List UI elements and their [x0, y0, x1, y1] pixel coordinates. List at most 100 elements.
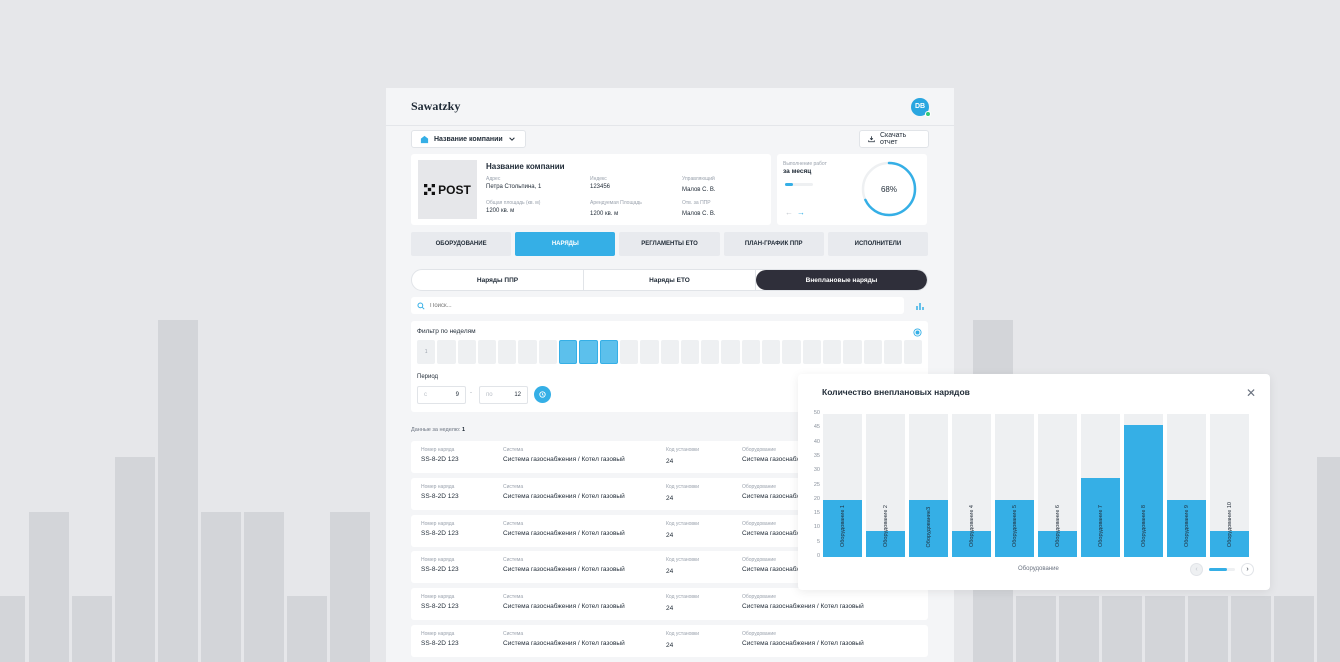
subtab-eto-orders[interactable]: Наряды ЕТО [584, 270, 756, 290]
y-tick-label: 10 [813, 524, 820, 531]
week-cell[interactable] [437, 340, 456, 364]
week-cell[interactable] [701, 340, 720, 364]
week-cell[interactable] [660, 340, 679, 364]
bar[interactable] [1167, 499, 1206, 557]
week-cell[interactable] [619, 340, 639, 364]
prev-arrow-icon[interactable]: ← [785, 208, 793, 217]
field-ppr-responsible: Отв. за ППР Малов С. В. [682, 200, 716, 217]
week-cell[interactable] [559, 340, 578, 364]
week-cell[interactable] [741, 340, 761, 364]
week-cell[interactable] [904, 340, 923, 364]
chart-prev-button[interactable]: ‹ [1190, 563, 1203, 576]
week-cell[interactable] [518, 340, 537, 364]
background-bar [115, 457, 155, 662]
cell-value: 24 [666, 605, 674, 613]
apply-period-button[interactable] [534, 386, 551, 403]
next-arrow-icon[interactable]: → [797, 208, 805, 217]
bar[interactable] [1081, 478, 1120, 557]
y-tick-label: 45 [813, 424, 820, 431]
bar-category-label: Оборудование 4 [968, 505, 975, 547]
week-cell[interactable] [883, 340, 903, 364]
column-label: Оборудование [742, 520, 777, 527]
week-cell[interactable] [822, 340, 842, 364]
tab-work-orders[interactable]: НАРЯДЫ [515, 232, 616, 256]
week-cell[interactable] [457, 340, 476, 364]
background-bar [330, 512, 370, 662]
bar[interactable] [1210, 531, 1249, 557]
tab-executors[interactable]: ИСПОЛНИТЕЛИ [827, 232, 929, 256]
chart-next-button[interactable]: › [1241, 563, 1254, 576]
week-cell[interactable] [538, 340, 558, 364]
company-select[interactable]: Название компании [411, 130, 526, 148]
bar[interactable] [995, 499, 1034, 557]
column-label: Оборудование [742, 483, 777, 490]
column-label: Номер наряда [421, 520, 455, 527]
bar[interactable] [952, 531, 991, 557]
column-label: Система [503, 483, 524, 490]
week-cell[interactable]: 1 [417, 340, 436, 364]
background-bar [1231, 596, 1271, 662]
bar[interactable] [909, 499, 948, 557]
column-label: Система [503, 557, 524, 564]
bar-category-label: Оборудование 5 [1011, 505, 1018, 547]
table-cell-system: Система Система газоснабжения / Котел газ… [503, 447, 625, 463]
cell-value: 24 [666, 641, 674, 649]
table-row[interactable]: Номер наряда SS-8-2D 123 Система Система га… [411, 588, 928, 621]
y-tick-label: 35 [813, 452, 820, 459]
table-cell-number: Номер наряда SS-8-2D 123 [421, 557, 459, 573]
company-select-label: Название компании [434, 135, 503, 143]
bar[interactable] [866, 531, 905, 557]
avatar[interactable]: DB [911, 97, 931, 117]
search-input[interactable] [430, 302, 630, 309]
week-cell[interactable] [599, 340, 618, 364]
cell-value: SS-8-2D 123 [421, 639, 459, 647]
close-icon[interactable]: ✕ [1245, 386, 1256, 400]
bar[interactable] [823, 499, 862, 557]
tab-ppr-schedule[interactable]: ПЛАН-ГРАФИК ППР [723, 232, 824, 256]
chart-icon[interactable] [915, 301, 925, 311]
tab-equipment[interactable]: ОБОРУДОВАНИЕ [411, 232, 512, 256]
week-cell[interactable] [640, 340, 659, 364]
period-from-input[interactable]: с 9 [417, 386, 466, 404]
week-cell[interactable] [721, 340, 740, 364]
column-label: Оборудование [742, 557, 777, 564]
column-label: Оборудование [742, 447, 777, 453]
background-bar [201, 512, 241, 662]
search-icon [417, 301, 425, 310]
period-to-input[interactable]: по 12 [479, 386, 528, 404]
bar[interactable] [1124, 425, 1163, 557]
week-cell[interactable] [477, 340, 497, 364]
week-cell[interactable] [863, 340, 882, 364]
field-total-area: Общая площадь (кв. м) 1200 кв. м [486, 200, 541, 214]
week-cell[interactable] [782, 340, 801, 364]
column-label: Оборудование [742, 594, 777, 601]
download-report-button[interactable]: Скачать отчет [859, 130, 929, 148]
column-label: Оборудование [742, 630, 777, 637]
week-cell[interactable] [843, 340, 862, 364]
subtab-ppr-orders[interactable]: Наряды ППР [412, 270, 584, 290]
week-cell[interactable] [762, 340, 781, 364]
cell-value: SS-8-2D 123 [421, 566, 459, 574]
table-cell-system: Система Система газоснабжения / Котел газ… [503, 594, 625, 610]
cell-value: Система газоснабжения / Котел газовый [503, 566, 625, 574]
bar-category-label: Оборудование3 [925, 506, 932, 547]
cell-value: Система газоснабжения / Котел газовый [742, 603, 864, 611]
tab-eto-regulations[interactable]: РЕГЛАМЕНТЫ ЕТО [619, 232, 720, 256]
week-cell[interactable] [579, 340, 598, 364]
table-cell-system: Система Система газоснабжения / Котел газ… [503, 521, 625, 537]
week-cell[interactable] [802, 340, 821, 364]
subtab-unplanned-orders[interactable]: Внеплановые наряды [756, 270, 927, 290]
table-row[interactable]: Номер наряда SS-8-2D 123 Система Система га… [411, 624, 928, 657]
y-tick-label: 15 [813, 510, 820, 517]
period-from-value: 9 [455, 392, 459, 398]
bar-category-label: Оборудование 6 [1054, 505, 1061, 547]
bar[interactable] [1038, 531, 1077, 557]
bar-category-label: Оборудование 2 [882, 505, 889, 547]
cell-value: Система газоснабжения / Котел газовый [503, 639, 625, 647]
company-logo: POST [418, 160, 477, 219]
logo: Sawatzky [411, 99, 461, 113]
toggle-icon[interactable] [913, 328, 922, 337]
week-cell[interactable] [498, 340, 517, 364]
week-cell[interactable] [680, 340, 700, 364]
download-report-label: Скачать отчет [880, 132, 907, 146]
